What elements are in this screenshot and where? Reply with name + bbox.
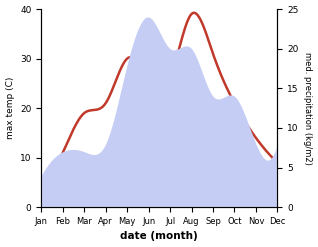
Y-axis label: max temp (C): max temp (C): [5, 77, 15, 139]
Y-axis label: med. precipitation (kg/m2): med. precipitation (kg/m2): [303, 52, 313, 165]
X-axis label: date (month): date (month): [121, 231, 198, 242]
